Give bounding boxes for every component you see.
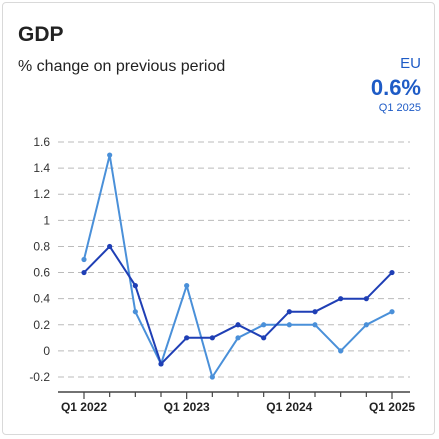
series-1-point: [81, 269, 87, 276]
y-tick-label: 1.4: [33, 161, 50, 175]
series-2-point: [235, 335, 241, 341]
y-tick-label: 1.2: [33, 187, 50, 201]
x-tick-label: Q1 2022: [61, 400, 107, 414]
series-2-point: [261, 322, 267, 328]
series-line-2: [83, 154, 393, 378]
region-label: EU: [400, 55, 421, 72]
series-2-point: [132, 309, 138, 315]
series-2-point: [363, 322, 369, 328]
y-tick-label: 0.6: [33, 266, 50, 280]
y-tick-label: 1: [43, 213, 50, 227]
series-2-point: [389, 309, 395, 315]
y-tick-label: 0: [43, 344, 50, 358]
y-tick-label: 0.8: [33, 239, 50, 253]
series-2-point: [338, 348, 344, 354]
chart-title: GDP: [18, 23, 64, 46]
series-2-point: [184, 283, 190, 289]
series-2-point: [209, 374, 215, 380]
series-1-point: [363, 296, 369, 302]
series-1-point: [158, 361, 164, 367]
series-2-point: [81, 256, 87, 263]
x-tick-label: Q1 2025: [369, 400, 415, 414]
gdp-card: GDP % change on previous period EU 0.6% …: [2, 2, 435, 435]
series-1-point: [235, 322, 241, 328]
x-tick-label: Q1 2024: [266, 400, 312, 414]
y-tick-label: 0.4: [33, 292, 50, 306]
series-2-point: [286, 322, 292, 328]
series-1-point: [312, 309, 318, 315]
series-1-point: [184, 335, 190, 341]
x-tick-label: Q1 2023: [164, 400, 210, 414]
headline-period: Q1 2025: [378, 102, 421, 114]
series-2-point: [312, 322, 318, 328]
series-1-point: [132, 283, 138, 289]
series-1-point: [389, 269, 395, 276]
series-1-point: [286, 309, 292, 315]
y-tick-label: 0.2: [33, 318, 50, 332]
series-1-point: [261, 335, 267, 341]
series-2-point: [107, 152, 113, 158]
headline-value: 0.6%: [370, 75, 421, 100]
series-1-point: [107, 243, 113, 250]
y-tick-label: -0.2: [29, 370, 50, 384]
series-1-point: [209, 335, 215, 341]
y-tick-label: 1.6: [33, 135, 50, 149]
series-1-point: [338, 296, 344, 302]
chart-subtitle: % change on previous period: [18, 58, 226, 75]
